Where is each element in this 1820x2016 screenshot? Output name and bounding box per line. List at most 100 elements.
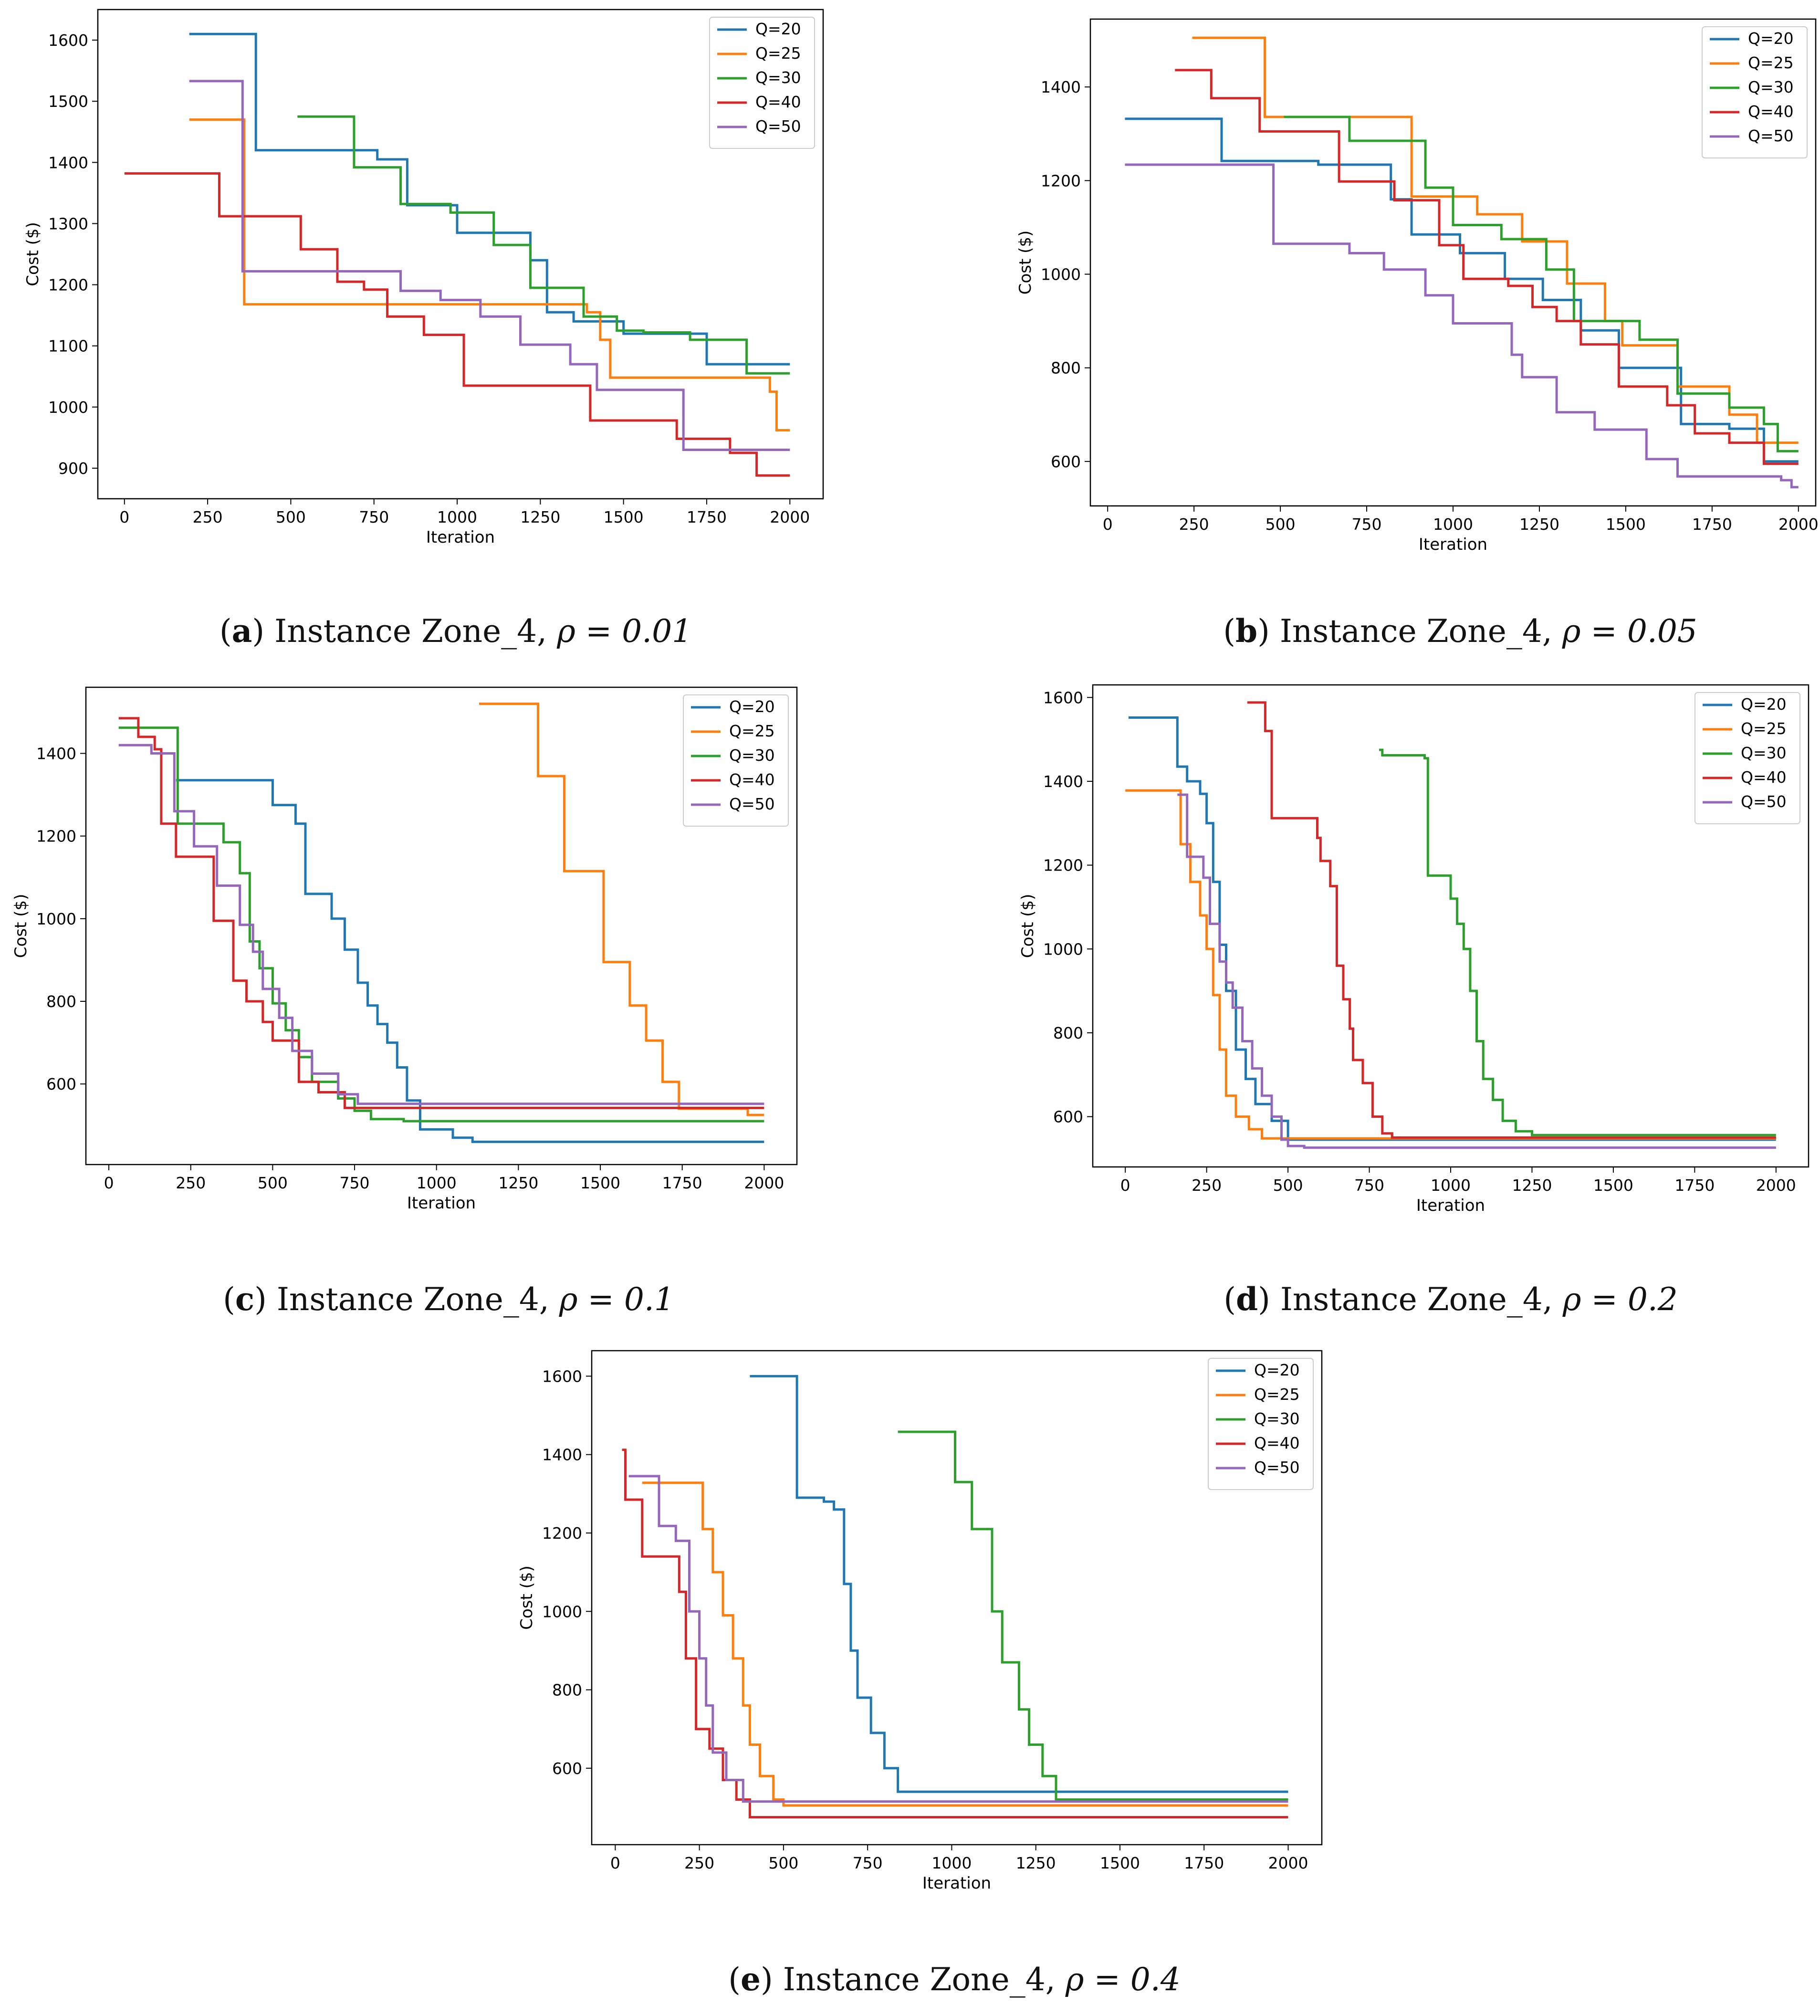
x-axis-label: Iteration <box>407 1194 476 1213</box>
y-tick-label: 800 <box>552 1681 582 1700</box>
y-tick-label: 1200 <box>36 827 76 846</box>
x-tick-label: 500 <box>1266 515 1296 534</box>
x-axis-label: Iteration <box>1419 535 1487 554</box>
legend-label-Q=50: Q=50 <box>729 795 775 813</box>
chart-e: 0 250 500 750 1000 1250 1500 1750 2000 600 800 1000… <box>517 1350 1323 1893</box>
series-line-Q=40 <box>1247 701 1776 1139</box>
x-tick-label: 1250 <box>498 1174 538 1192</box>
x-tick-label: 1500 <box>1100 1854 1140 1872</box>
legend: Q=20 Q=25 Q=30 Q=40 Q=50 <box>1694 692 1800 824</box>
caption-rho: ρ = 0.2 <box>1562 1281 1678 1318</box>
y-tick-label: 600 <box>1053 1108 1083 1126</box>
x-tick-label: 1000 <box>1433 515 1473 534</box>
y-tick-label: 1200 <box>48 276 88 294</box>
y-axis-label: Cost ($) <box>517 1565 536 1630</box>
caption-text: Instance Zone_4, <box>1270 1281 1563 1318</box>
axes-frame <box>97 9 824 500</box>
y-tick-label: 1200 <box>1041 171 1081 190</box>
caption-rho: ρ = 0.01 <box>557 613 692 650</box>
x-tick-label: 500 <box>1273 1176 1303 1195</box>
x-tick-label: 1500 <box>1593 1176 1633 1195</box>
x-tick-label: 250 <box>684 1854 714 1872</box>
y-axis-label: Cost ($) <box>11 894 31 958</box>
series-line-Q=20 <box>1125 117 1799 463</box>
y-tick-label: 1200 <box>542 1524 582 1543</box>
series-line-Q=40 <box>1175 69 1799 465</box>
x-tick-label: 1250 <box>1512 1176 1552 1195</box>
x-tick-label: 750 <box>1352 515 1382 534</box>
y-tick-label: 1300 <box>48 214 88 233</box>
x-tick-label: 1500 <box>604 508 644 526</box>
x-tick-label: 0 <box>610 1854 620 1872</box>
legend-label-Q=20: Q=20 <box>755 20 801 38</box>
caption-d: (d) Instance Zone_4, ρ = 0.2 <box>1224 1281 1678 1318</box>
caption-letter: e <box>741 1961 761 1998</box>
y-tick-label: 900 <box>58 459 88 478</box>
x-tick-label: 500 <box>768 1854 798 1872</box>
legend-label-Q=20: Q=20 <box>1748 29 1794 48</box>
legend-label-Q=40: Q=40 <box>1748 102 1794 121</box>
x-tick-label: 1250 <box>520 508 560 526</box>
x-tick-label: 2000 <box>1756 1176 1796 1195</box>
series-line-Q=30 <box>1379 748 1776 1136</box>
x-axis-label: Iteration <box>426 528 495 547</box>
series-line-Q=20 <box>1129 716 1776 1141</box>
x-tick-label: 1000 <box>1431 1176 1471 1195</box>
y-tick-label: 800 <box>46 992 76 1011</box>
x-tick-label: 1250 <box>1016 1854 1056 1872</box>
caption-a: (a) Instance Zone_4, ρ = 0.01 <box>219 612 692 650</box>
y-tick-label: 1000 <box>48 398 88 417</box>
x-tick-label: 750 <box>359 508 389 526</box>
caption-text: Instance Zone_4, <box>773 1961 1066 1998</box>
y-axis-label: Cost ($) <box>1016 231 1035 295</box>
x-tick-label: 1750 <box>1692 515 1732 534</box>
x-tick-label: 0 <box>1103 515 1113 534</box>
x-tick-label: 0 <box>1120 1176 1130 1195</box>
caption-text: Instance Zone_4, <box>264 613 557 650</box>
chart-d: 0 250 500 750 1000 1250 1500 1750 2000 600 800 1000… <box>1018 684 1810 1215</box>
legend-label-Q=25: Q=25 <box>755 44 801 63</box>
y-tick-label: 1400 <box>1043 772 1083 791</box>
series-line-Q=20 <box>750 1375 1288 1793</box>
x-tick-label: 1250 <box>1519 515 1559 534</box>
series-line-Q=50 <box>118 744 764 1105</box>
series-line-Q=40 <box>124 172 790 477</box>
caption-letter: c <box>235 1281 255 1318</box>
y-tick-label: 600 <box>46 1075 76 1093</box>
axes-frame <box>85 686 798 1166</box>
legend-label-Q=40: Q=40 <box>755 93 801 111</box>
y-tick-label: 1000 <box>36 910 76 928</box>
legend: Q=20 Q=25 Q=30 Q=40 Q=50 <box>1208 1358 1314 1490</box>
x-tick-label: 1000 <box>931 1854 972 1872</box>
y-axis-label: Cost ($) <box>23 222 42 286</box>
legend-label-Q=20: Q=20 <box>1741 695 1787 714</box>
x-tick-label: 2000 <box>744 1174 784 1192</box>
legend-label-Q=25: Q=25 <box>1741 719 1787 738</box>
legend: Q=20 Q=25 Q=30 Q=40 Q=50 <box>1702 26 1808 158</box>
legend-label-Q=40: Q=40 <box>1741 768 1787 787</box>
series-line-Q=30 <box>898 1430 1288 1801</box>
legend-label-Q=30: Q=30 <box>1741 744 1787 762</box>
legend-label-Q=30: Q=30 <box>729 746 775 765</box>
x-tick-label: 750 <box>340 1174 370 1192</box>
caption-letter: a <box>231 612 252 650</box>
caption-c: (c) Instance Zone_4, ρ = 0.1 <box>223 1281 674 1318</box>
x-tick-label: 1000 <box>417 1174 457 1192</box>
x-tick-label: 500 <box>258 1174 288 1192</box>
x-tick-label: 500 <box>276 508 306 526</box>
x-tick-label: 1500 <box>580 1174 620 1192</box>
caption-rho: ρ = 0.1 <box>559 1281 674 1318</box>
x-tick-label: 1750 <box>687 508 727 526</box>
series-line-Q=40 <box>118 717 764 1109</box>
legend-label-Q=50: Q=50 <box>1748 126 1794 145</box>
y-tick-label: 1000 <box>1043 940 1083 958</box>
x-tick-label: 1750 <box>662 1174 702 1192</box>
x-tick-label: 0 <box>104 1174 114 1192</box>
x-tick-label: 1750 <box>1184 1854 1224 1872</box>
y-tick-label: 1500 <box>48 92 88 111</box>
y-tick-label: 1400 <box>1041 78 1081 96</box>
series-line-Q=40 <box>622 1449 1288 1818</box>
y-tick-label: 1000 <box>542 1602 582 1621</box>
legend: Q=20 Q=25 Q=30 Q=40 Q=50 <box>683 694 789 827</box>
series-line-Q=20 <box>176 779 764 1143</box>
